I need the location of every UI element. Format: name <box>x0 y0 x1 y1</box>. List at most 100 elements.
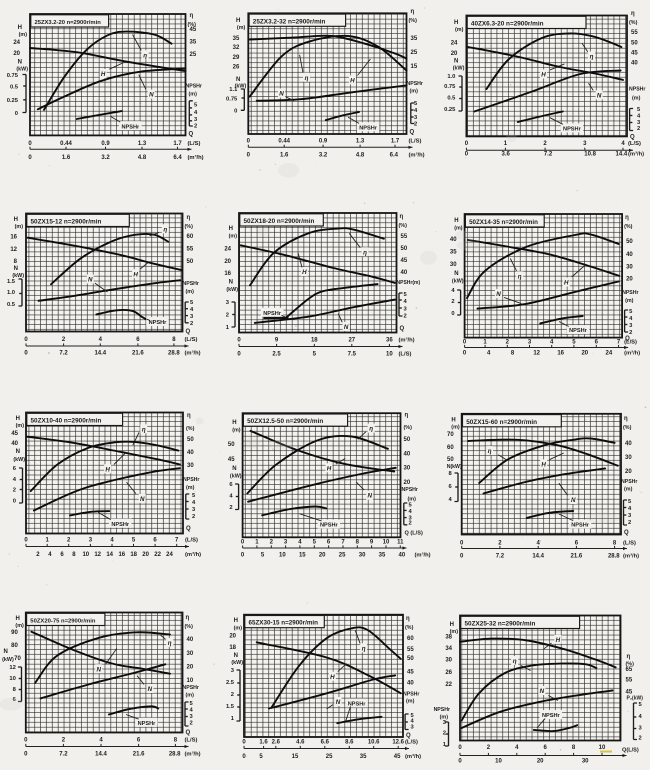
svg-text:N: N <box>279 91 284 98</box>
svg-text:0.9: 0.9 <box>101 141 110 147</box>
svg-text:(m): (m) <box>234 626 243 632</box>
svg-text:η: η <box>187 413 191 419</box>
svg-text:6: 6 <box>136 337 140 343</box>
svg-text:(m³/h): (m³/h) <box>624 350 640 357</box>
svg-text:NPSHr: NPSHr <box>563 127 582 133</box>
svg-text:12: 12 <box>9 665 15 671</box>
svg-text:4.8: 4.8 <box>356 153 365 159</box>
svg-text:21.6: 21.6 <box>133 752 145 758</box>
svg-text:3.2: 3.2 <box>101 155 110 161</box>
svg-text:(m³/h): (m³/h) <box>405 753 421 760</box>
svg-text:η: η <box>590 54 594 61</box>
svg-text:η: η <box>190 13 194 19</box>
svg-text:55: 55 <box>631 30 638 36</box>
svg-text:4: 4 <box>409 509 413 515</box>
svg-text:0: 0 <box>237 352 241 358</box>
svg-text:N: N <box>229 280 233 286</box>
svg-text:20: 20 <box>187 665 194 671</box>
svg-text:7: 7 <box>617 340 621 346</box>
svg-text:(L/S): (L/S) <box>185 538 198 544</box>
svg-text:2: 2 <box>487 745 491 751</box>
svg-text:4: 4 <box>637 114 641 120</box>
svg-text:(m³/h): (m³/h) <box>185 350 201 357</box>
svg-text:0.5: 0.5 <box>10 85 19 91</box>
svg-text:1.5: 1.5 <box>7 279 16 285</box>
svg-text:H: H <box>302 269 307 276</box>
svg-text:35: 35 <box>233 36 240 42</box>
svg-text:(%): (%) <box>185 624 194 630</box>
svg-text:NPSHr: NPSHr <box>121 124 140 130</box>
svg-text:(kW): (kW) <box>235 84 247 90</box>
svg-text:(m): (m) <box>229 234 238 240</box>
svg-text:H: H <box>556 637 561 644</box>
svg-text:1: 1 <box>46 538 50 544</box>
svg-text:η: η <box>142 426 146 433</box>
svg-text:5: 5 <box>194 102 198 108</box>
svg-text:(m³/h): (m³/h) <box>415 552 431 559</box>
svg-text:Q: Q <box>406 733 411 739</box>
svg-text:2: 2 <box>451 299 454 305</box>
svg-text:(m³/h): (m³/h) <box>188 154 204 161</box>
svg-text:0.25: 0.25 <box>7 98 19 104</box>
svg-text:40: 40 <box>11 441 18 447</box>
svg-text:H: H <box>541 462 546 469</box>
svg-text:4: 4 <box>190 307 194 313</box>
svg-text:24: 24 <box>13 40 20 46</box>
svg-text:η: η <box>411 9 415 15</box>
svg-text:7: 7 <box>175 538 179 544</box>
svg-text:4: 4 <box>190 708 194 714</box>
svg-text:45: 45 <box>626 690 633 696</box>
svg-text:0: 0 <box>234 108 237 114</box>
svg-text:(m³/h): (m³/h) <box>185 551 201 558</box>
svg-text:45: 45 <box>228 457 235 463</box>
svg-text:(kW): (kW) <box>230 474 242 480</box>
svg-text:21.6: 21.6 <box>571 554 583 560</box>
svg-text:25ZX3.2-32 n=2900r/min: 25ZX3.2-32 n=2900r/min <box>253 18 326 25</box>
svg-text:(L/S): (L/S) <box>409 139 422 145</box>
svg-text:η: η <box>305 75 309 82</box>
svg-text:60: 60 <box>407 636 414 642</box>
svg-text:12: 12 <box>10 247 17 253</box>
svg-text:10: 10 <box>383 540 390 546</box>
svg-text:0: 0 <box>247 153 251 159</box>
svg-text:NPSHr: NPSHr <box>407 81 423 87</box>
svg-text:0: 0 <box>465 141 469 147</box>
svg-text:30: 30 <box>625 455 632 461</box>
svg-text:8: 8 <box>448 471 452 477</box>
svg-text:(L/S): (L/S) <box>188 141 201 147</box>
svg-text:Q: Q <box>625 336 630 342</box>
svg-text:4: 4 <box>99 738 103 744</box>
svg-text:H: H <box>101 71 106 78</box>
svg-text:25ZX3.2-20 n=2900r/min: 25ZX3.2-20 n=2900r/min <box>35 20 102 26</box>
svg-text:6: 6 <box>327 540 331 546</box>
svg-text:NPSHr: NPSHr <box>320 523 339 529</box>
svg-text:(kW): (kW) <box>12 273 24 279</box>
svg-text:20: 20 <box>626 277 633 283</box>
svg-text:N: N <box>496 291 501 298</box>
svg-text:(m): (m) <box>624 487 633 493</box>
svg-text:(m³/h): (m³/h) <box>628 150 644 157</box>
svg-text:5: 5 <box>637 107 641 113</box>
svg-text:(L/S): (L/S) <box>623 541 636 547</box>
svg-text:0: 0 <box>24 538 28 544</box>
svg-text:(m): (m) <box>15 623 24 629</box>
svg-text:H: H <box>350 78 355 85</box>
svg-text:0.44: 0.44 <box>278 139 290 145</box>
svg-text:NPSHr: NPSHr <box>621 479 637 485</box>
svg-text:(m): (m) <box>632 95 641 101</box>
svg-text:8: 8 <box>13 687 17 693</box>
svg-text:Q: Q <box>410 130 415 136</box>
svg-text:4: 4 <box>628 506 632 512</box>
svg-text:N: N <box>236 77 240 83</box>
svg-text:(m): (m) <box>186 693 195 699</box>
svg-text:40: 40 <box>631 61 638 67</box>
svg-text:2: 2 <box>62 337 66 343</box>
svg-text:(%): (%) <box>188 22 197 28</box>
svg-text:5: 5 <box>639 702 643 708</box>
svg-text:3: 3 <box>637 120 641 126</box>
svg-text:0: 0 <box>241 553 245 559</box>
svg-text:50: 50 <box>631 41 638 47</box>
svg-text:8: 8 <box>356 540 360 546</box>
svg-text:1.0: 1.0 <box>447 74 455 80</box>
svg-text:36: 36 <box>386 338 393 344</box>
